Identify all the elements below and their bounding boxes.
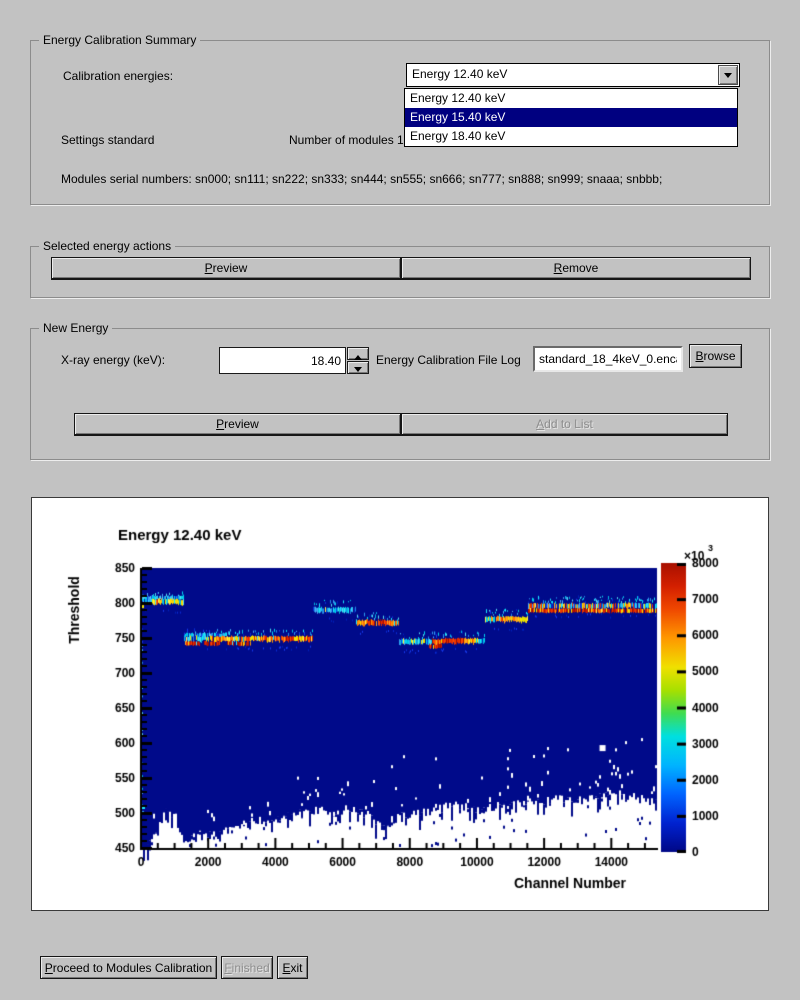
chart-panel	[31, 497, 769, 911]
exit-button[interactable]: Exit	[277, 956, 308, 979]
browse-button[interactable]: Browse	[689, 344, 742, 368]
combo-option[interactable]: Energy 15.40 keV	[405, 108, 737, 127]
preview-selected-button[interactable]: Preview	[51, 257, 401, 280]
calibration-histogram	[32, 498, 768, 910]
xray-energy-input[interactable]	[219, 347, 346, 374]
proceed-to-modules-calibration-button[interactable]: Proceed to Modules Calibration	[40, 956, 217, 979]
modules-serial-numbers-label: Modules serial numbers: sn000; sn111; sn…	[61, 172, 663, 186]
combo-option[interactable]: Energy 18.40 keV	[410, 129, 506, 143]
summary-groupbox: Energy Calibration Summary Calibration e…	[30, 33, 770, 205]
selected-energy-actions-groupbox: Selected energy actions Preview Remove	[30, 239, 770, 298]
calibration-energy-dropdown-list[interactable]: Energy 12.40 keV Energy 15.40 keV Energy 1…	[404, 88, 738, 147]
add-to-list-button[interactable]: Add to List	[401, 413, 728, 436]
settings-standard-label: Settings standard	[61, 133, 155, 147]
combobox-dropdown-button[interactable]	[718, 65, 738, 85]
finished-button[interactable]: Finished	[221, 956, 273, 979]
energy-calibration-file-log-label: Energy Calibration File Log	[376, 353, 521, 367]
xray-energy-spin-up-button[interactable]	[347, 347, 369, 360]
calibration-energy-combobox[interactable]: Energy 12.40 keV	[406, 63, 740, 87]
new-energy-group-title: New Energy	[39, 321, 113, 335]
arrow-down-icon	[354, 367, 362, 376]
summary-group-title: Energy Calibration Summary	[39, 33, 201, 47]
calibration-file-input[interactable]	[533, 346, 683, 372]
actions-group-title: Selected energy actions	[39, 239, 176, 253]
combo-option[interactable]: Energy 12.40 keV	[410, 91, 506, 105]
combobox-value: Energy 12.40 keV	[412, 67, 508, 81]
number-of-modules-label: Number of modules 12	[289, 133, 411, 147]
xray-energy-label: X-ray energy (keV):	[61, 353, 166, 367]
xray-energy-spin-down-button[interactable]	[347, 361, 369, 374]
remove-selected-button[interactable]: Remove	[401, 257, 751, 280]
calibration-energies-label: Calibration energies:	[63, 69, 174, 83]
preview-new-energy-button[interactable]: Preview	[74, 413, 401, 436]
new-energy-groupbox: New Energy X-ray energy (keV): Energy Ca…	[30, 321, 770, 460]
chevron-down-icon	[724, 73, 732, 82]
arrow-up-icon	[354, 351, 362, 360]
